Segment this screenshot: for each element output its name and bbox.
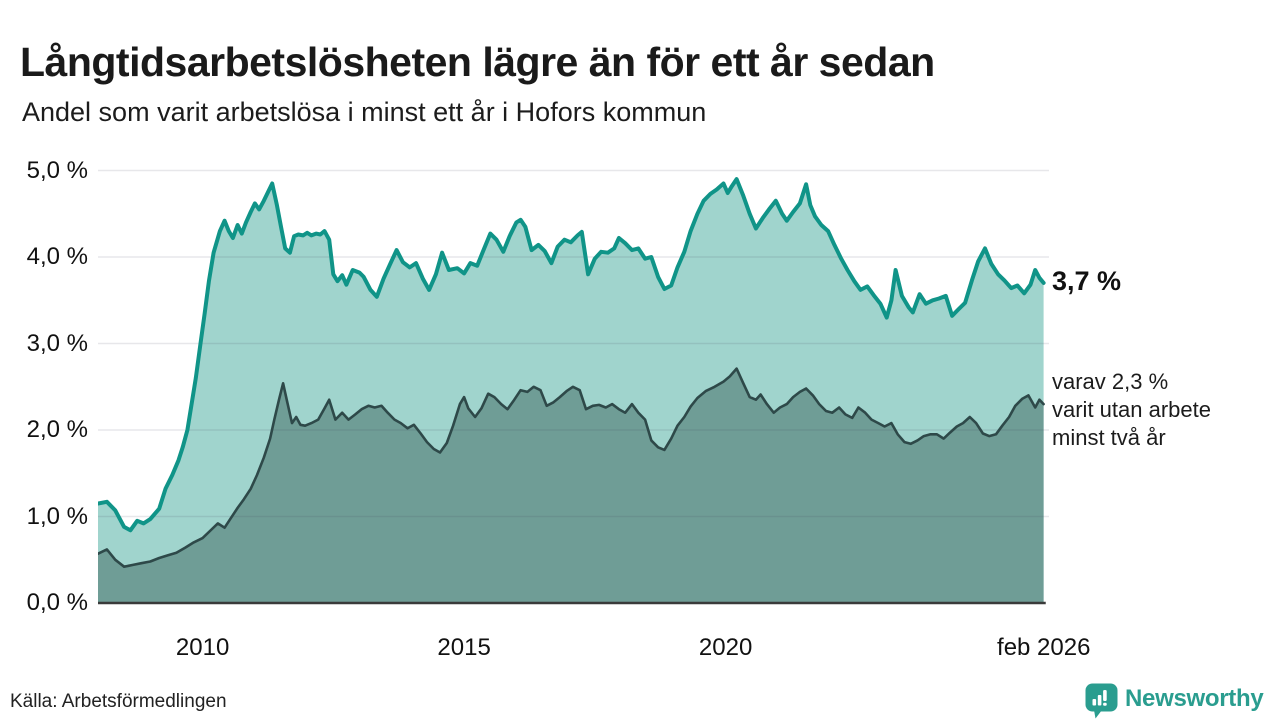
chart-subtitle: Andel som varit arbetslösa i minst ett å…	[22, 97, 707, 127]
line-series-2	[98, 367, 1045, 568]
source-label: Källa: Arbetsförmedlingen	[10, 691, 227, 712]
line-series-1	[98, 177, 1046, 533]
area-fill-series-2	[98, 368, 1044, 603]
secondary-value-line: minst två år	[1052, 425, 1166, 450]
x-axis-tick-label: 2020	[698, 634, 753, 661]
newsworthy-logo[interactable]: Newsworthy	[1085, 683, 1264, 719]
y-axis-tick-label: 2,0 %	[26, 416, 88, 443]
y-axis-tick-label: 4,0 %	[26, 243, 88, 270]
x-axis-tick-label: 2010	[175, 634, 230, 661]
area-chart-svg	[98, 169, 1049, 605]
secondary-value-line: varav 2,3 %	[1052, 369, 1169, 394]
y-axis-tick-label: 0,0 %	[26, 589, 88, 616]
newsworthy-icon	[1085, 683, 1118, 719]
y-axis-tick-label: 1,0 %	[26, 502, 88, 530]
latest-value-label: 3,7 %	[1052, 266, 1122, 296]
page-title: Långtidsarbetslösheten lägre än för ett …	[20, 39, 935, 86]
x-axis-tick-label: 2015	[437, 634, 491, 661]
secondary-value-label: varav 2,3 % varit utan arbete minst två …	[1052, 368, 1272, 452]
y-axis-tick-label: 3,0 %	[26, 329, 88, 357]
y-axis-tick-label: 5,0 %	[26, 156, 88, 184]
x-axis-tick-label: feb 2026	[997, 634, 1091, 661]
secondary-value-line: varit utan arbete	[1052, 397, 1211, 422]
newsworthy-wordmark: Newsworthy	[1125, 685, 1264, 712]
